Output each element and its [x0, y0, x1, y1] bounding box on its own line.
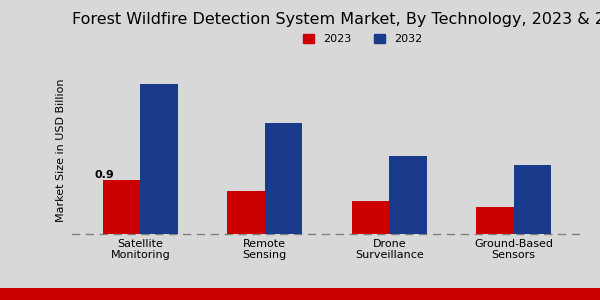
- Bar: [476, 207, 514, 234]
- Bar: [352, 201, 389, 234]
- Bar: [265, 123, 302, 234]
- Legend: 2023, 2032: 2023, 2032: [299, 30, 427, 49]
- Bar: [103, 180, 140, 234]
- Bar: [227, 191, 265, 234]
- Bar: [514, 165, 551, 234]
- Bar: [140, 84, 178, 234]
- Y-axis label: Market Size in USD Billion: Market Size in USD Billion: [56, 78, 67, 222]
- Bar: [389, 156, 427, 234]
- Text: 0.9: 0.9: [94, 169, 114, 180]
- Text: Forest Wildfire Detection System Market, By Technology, 2023 & 2032: Forest Wildfire Detection System Market,…: [72, 12, 600, 27]
